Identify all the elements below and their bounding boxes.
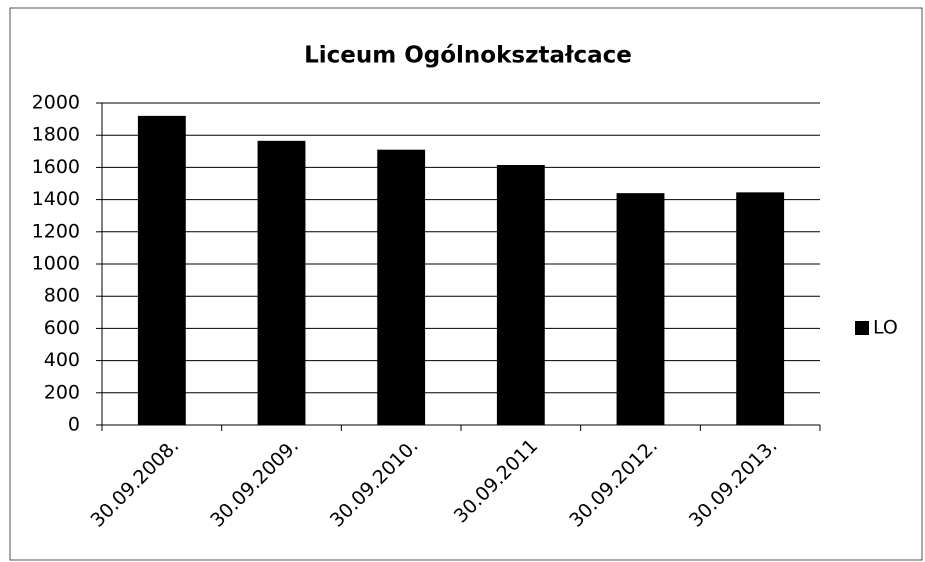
y-tick-label: 1000 [32,253,80,275]
bar [736,192,785,425]
y-tick-label: 1200 [32,220,80,242]
y-tick-label: 1600 [32,156,80,178]
bar [257,140,306,425]
y-tick-label: 400 [44,349,80,371]
y-tick-label: 1400 [32,188,80,210]
bar [137,115,186,425]
y-tick-label: 200 [44,381,80,403]
y-tick-label: 1800 [32,124,80,146]
y-tick-label: 800 [44,285,80,307]
legend-label: LO [873,317,898,339]
chart-title: Liceum Ogólnokształcace [304,43,632,69]
bar [496,164,545,426]
bar [616,193,665,425]
bar [377,149,426,425]
y-tick-label: 0 [68,414,80,436]
y-tick-label: 600 [44,317,80,339]
y-tick-label: 2000 [32,92,80,114]
legend-swatch [855,321,869,335]
